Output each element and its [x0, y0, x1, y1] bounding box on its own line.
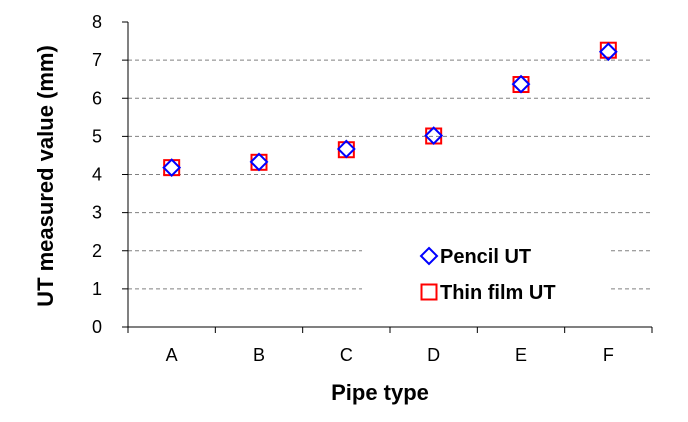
- x-tick-label: D: [427, 345, 440, 365]
- legend-label: Thin film UT: [440, 282, 556, 304]
- x-tick-label: C: [340, 345, 353, 365]
- x-tick-label: E: [515, 345, 527, 365]
- axes: [122, 21, 653, 333]
- pencil-ut-point: [511, 74, 531, 94]
- pencil-ut-point: [162, 158, 182, 178]
- grid-lines: [128, 59, 652, 290]
- y-tick-label: 0: [92, 317, 102, 337]
- y-tick-label: 5: [92, 126, 102, 146]
- legend-square-marker: [420, 283, 438, 301]
- y-tick-label: 6: [92, 88, 102, 108]
- y-tick-labels: 0 1 2 3 4 5 6 7 8: [92, 12, 102, 337]
- pencil-ut-point: [424, 126, 444, 146]
- thin-film-ut-point: [163, 159, 181, 177]
- pencil-ut-point: [336, 139, 356, 159]
- pencil-ut-point: [598, 42, 618, 62]
- thin-film-ut-point: [337, 141, 355, 159]
- x-axis-title: Pipe type: [331, 380, 429, 405]
- legend: Pencil UT Thin film UT: [362, 236, 610, 318]
- y-tick-label: 7: [92, 50, 102, 70]
- pencil-ut-point: [249, 152, 269, 172]
- y-axis-title: UT measured value (mm): [33, 45, 58, 307]
- x-tick-label: F: [603, 345, 614, 365]
- y-tick-label: 3: [92, 203, 102, 223]
- y-tick-label: 1: [92, 279, 102, 299]
- data-points: [162, 41, 618, 178]
- legend-label: Pencil UT: [440, 246, 531, 268]
- x-tick-label: A: [166, 345, 178, 365]
- y-tick-label: 8: [92, 12, 102, 32]
- legend-diamond-marker: [419, 246, 439, 266]
- thin-film-ut-point: [512, 76, 530, 94]
- thin-film-ut-point: [250, 153, 268, 171]
- y-tick-label: 2: [92, 241, 102, 261]
- x-tick-labels: A B C D E F: [166, 345, 614, 365]
- legend-background: [362, 236, 610, 318]
- x-tick-label: B: [253, 345, 265, 365]
- y-tick-label: 4: [92, 165, 102, 185]
